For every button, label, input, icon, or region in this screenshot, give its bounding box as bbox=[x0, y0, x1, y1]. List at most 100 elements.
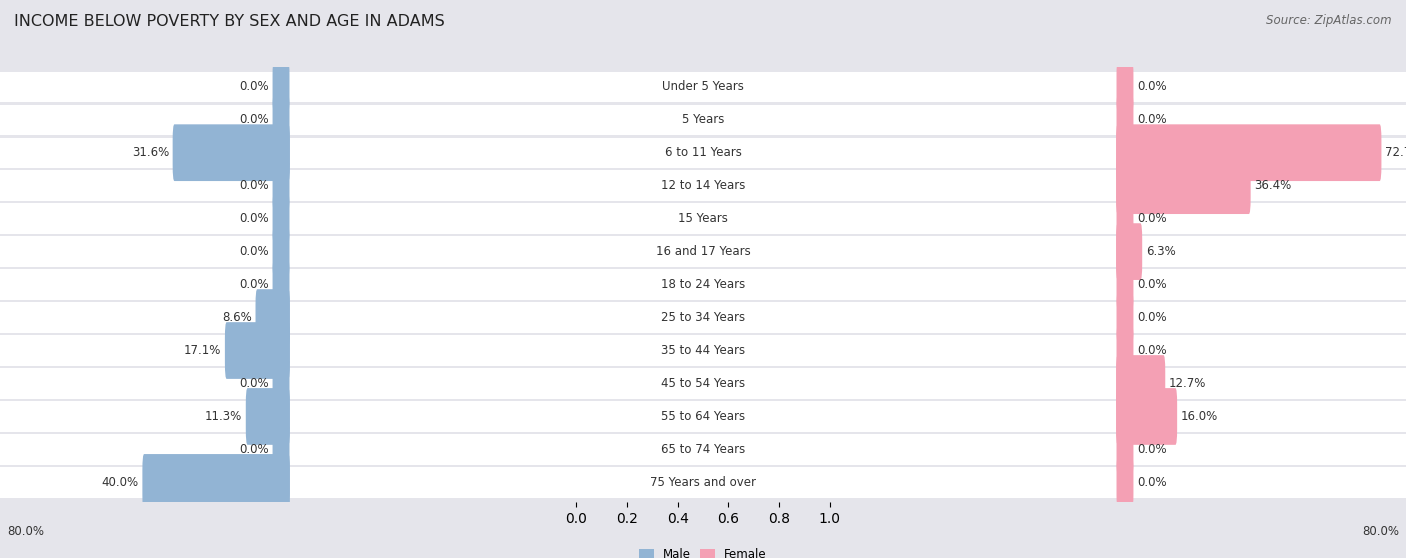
FancyBboxPatch shape bbox=[1116, 124, 1382, 181]
FancyBboxPatch shape bbox=[273, 195, 290, 243]
Text: 0.0%: 0.0% bbox=[239, 245, 269, 258]
FancyBboxPatch shape bbox=[576, 467, 830, 498]
Text: 0.0%: 0.0% bbox=[1137, 476, 1167, 489]
Text: 45 to 54 Years: 45 to 54 Years bbox=[661, 377, 745, 390]
FancyBboxPatch shape bbox=[246, 388, 290, 445]
FancyBboxPatch shape bbox=[576, 237, 830, 267]
FancyBboxPatch shape bbox=[830, 368, 1406, 398]
Text: 31.6%: 31.6% bbox=[132, 146, 169, 159]
FancyBboxPatch shape bbox=[1116, 458, 1133, 507]
Text: 80.0%: 80.0% bbox=[7, 525, 44, 537]
FancyBboxPatch shape bbox=[830, 467, 1406, 498]
FancyBboxPatch shape bbox=[0, 237, 576, 267]
FancyBboxPatch shape bbox=[576, 335, 830, 365]
FancyBboxPatch shape bbox=[273, 228, 290, 276]
FancyBboxPatch shape bbox=[830, 104, 1406, 135]
FancyBboxPatch shape bbox=[1116, 355, 1166, 412]
FancyBboxPatch shape bbox=[0, 467, 576, 498]
Text: 35 to 44 Years: 35 to 44 Years bbox=[661, 344, 745, 357]
Text: 17.1%: 17.1% bbox=[184, 344, 221, 357]
Text: 12.7%: 12.7% bbox=[1168, 377, 1206, 390]
Text: 6 to 11 Years: 6 to 11 Years bbox=[665, 146, 741, 159]
FancyBboxPatch shape bbox=[1116, 294, 1133, 341]
Text: 65 to 74 Years: 65 to 74 Years bbox=[661, 443, 745, 456]
Text: 0.0%: 0.0% bbox=[239, 278, 269, 291]
FancyBboxPatch shape bbox=[0, 302, 576, 333]
FancyBboxPatch shape bbox=[1116, 157, 1251, 214]
FancyBboxPatch shape bbox=[0, 104, 576, 135]
FancyBboxPatch shape bbox=[273, 162, 290, 210]
Text: 0.0%: 0.0% bbox=[239, 443, 269, 456]
FancyBboxPatch shape bbox=[1116, 62, 1133, 111]
FancyBboxPatch shape bbox=[576, 204, 830, 234]
Text: 0.0%: 0.0% bbox=[1137, 443, 1167, 456]
FancyBboxPatch shape bbox=[225, 322, 290, 379]
Text: 0.0%: 0.0% bbox=[1137, 212, 1167, 225]
FancyBboxPatch shape bbox=[273, 95, 290, 144]
Text: 8.6%: 8.6% bbox=[222, 311, 252, 324]
FancyBboxPatch shape bbox=[0, 270, 576, 300]
FancyBboxPatch shape bbox=[576, 368, 830, 398]
FancyBboxPatch shape bbox=[576, 71, 830, 102]
FancyBboxPatch shape bbox=[830, 335, 1406, 365]
Text: 75 Years and over: 75 Years and over bbox=[650, 476, 756, 489]
FancyBboxPatch shape bbox=[0, 171, 576, 201]
FancyBboxPatch shape bbox=[142, 454, 290, 511]
Text: 40.0%: 40.0% bbox=[101, 476, 139, 489]
FancyBboxPatch shape bbox=[830, 204, 1406, 234]
FancyBboxPatch shape bbox=[0, 335, 576, 365]
Text: 16 and 17 Years: 16 and 17 Years bbox=[655, 245, 751, 258]
Text: 55 to 64 Years: 55 to 64 Years bbox=[661, 410, 745, 423]
FancyBboxPatch shape bbox=[576, 434, 830, 465]
Text: 0.0%: 0.0% bbox=[1137, 344, 1167, 357]
Text: 16.0%: 16.0% bbox=[1181, 410, 1218, 423]
Text: 25 to 34 Years: 25 to 34 Years bbox=[661, 311, 745, 324]
Text: 18 to 24 Years: 18 to 24 Years bbox=[661, 278, 745, 291]
Text: 0.0%: 0.0% bbox=[1137, 80, 1167, 93]
FancyBboxPatch shape bbox=[0, 137, 576, 168]
FancyBboxPatch shape bbox=[576, 302, 830, 333]
FancyBboxPatch shape bbox=[1116, 95, 1133, 144]
FancyBboxPatch shape bbox=[830, 302, 1406, 333]
FancyBboxPatch shape bbox=[273, 425, 290, 474]
Text: 12 to 14 Years: 12 to 14 Years bbox=[661, 179, 745, 192]
FancyBboxPatch shape bbox=[830, 137, 1406, 168]
Text: 0.0%: 0.0% bbox=[1137, 311, 1167, 324]
FancyBboxPatch shape bbox=[576, 401, 830, 432]
FancyBboxPatch shape bbox=[1116, 223, 1142, 280]
FancyBboxPatch shape bbox=[273, 62, 290, 111]
Text: 11.3%: 11.3% bbox=[205, 410, 242, 423]
Text: 80.0%: 80.0% bbox=[1362, 525, 1399, 537]
Text: 6.3%: 6.3% bbox=[1146, 245, 1175, 258]
Legend: Male, Female: Male, Female bbox=[634, 543, 772, 558]
Text: 72.7%: 72.7% bbox=[1385, 146, 1406, 159]
FancyBboxPatch shape bbox=[1116, 388, 1177, 445]
FancyBboxPatch shape bbox=[1116, 425, 1133, 474]
Text: 5 Years: 5 Years bbox=[682, 113, 724, 126]
FancyBboxPatch shape bbox=[273, 359, 290, 407]
FancyBboxPatch shape bbox=[173, 124, 290, 181]
FancyBboxPatch shape bbox=[576, 270, 830, 300]
Text: Source: ZipAtlas.com: Source: ZipAtlas.com bbox=[1267, 14, 1392, 27]
FancyBboxPatch shape bbox=[1116, 326, 1133, 374]
FancyBboxPatch shape bbox=[0, 71, 576, 102]
FancyBboxPatch shape bbox=[256, 289, 290, 346]
FancyBboxPatch shape bbox=[830, 237, 1406, 267]
Text: 0.0%: 0.0% bbox=[239, 377, 269, 390]
Text: 0.0%: 0.0% bbox=[239, 80, 269, 93]
FancyBboxPatch shape bbox=[0, 204, 576, 234]
FancyBboxPatch shape bbox=[830, 171, 1406, 201]
FancyBboxPatch shape bbox=[0, 368, 576, 398]
Text: 0.0%: 0.0% bbox=[1137, 113, 1167, 126]
Text: 0.0%: 0.0% bbox=[239, 113, 269, 126]
FancyBboxPatch shape bbox=[830, 401, 1406, 432]
Text: 0.0%: 0.0% bbox=[239, 212, 269, 225]
FancyBboxPatch shape bbox=[576, 104, 830, 135]
FancyBboxPatch shape bbox=[830, 270, 1406, 300]
Text: INCOME BELOW POVERTY BY SEX AND AGE IN ADAMS: INCOME BELOW POVERTY BY SEX AND AGE IN A… bbox=[14, 14, 444, 29]
FancyBboxPatch shape bbox=[0, 401, 576, 432]
FancyBboxPatch shape bbox=[1116, 261, 1133, 309]
Text: 0.0%: 0.0% bbox=[239, 179, 269, 192]
FancyBboxPatch shape bbox=[273, 261, 290, 309]
FancyBboxPatch shape bbox=[1116, 195, 1133, 243]
